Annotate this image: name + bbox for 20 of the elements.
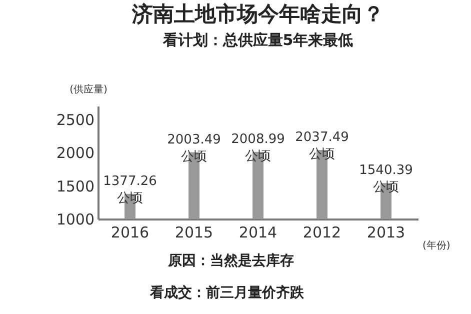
chart-subtitle: 看计划：总供应量5年来最低 [162,31,354,49]
chart-title: 济南土地市场今年啥走向？ [131,2,384,26]
text: 看成交：前三月量价齐跌 [150,284,305,302]
data-label: 2008.99 公顷 [231,132,285,164]
y-tick-label: 2500 [56,110,94,129]
data-label: 2003.49 公顷 [167,132,221,164]
x-tick-label: 2016 [110,224,150,242]
data-label: 1377.26 公顷 [103,174,157,206]
text: 原因：当然是去库存 [168,252,295,270]
y-axis-title: (供应量) [70,84,108,96]
y-tick-label: 1000 [56,210,94,228]
data-label: 2037.49 公顷 [295,130,349,162]
data-label: 1540.39 公顷 [359,163,413,196]
y-tick-label: 2000 [56,144,94,162]
x-tick-label: 2015 [174,224,214,242]
x-tick-label: 2012 [302,224,342,242]
y-tick-label: 1500 [56,177,94,196]
x-tick-label: 2013 [366,224,406,242]
x-axis-title: (年份) [422,240,450,252]
x-tick-label: 2014 [238,224,278,242]
